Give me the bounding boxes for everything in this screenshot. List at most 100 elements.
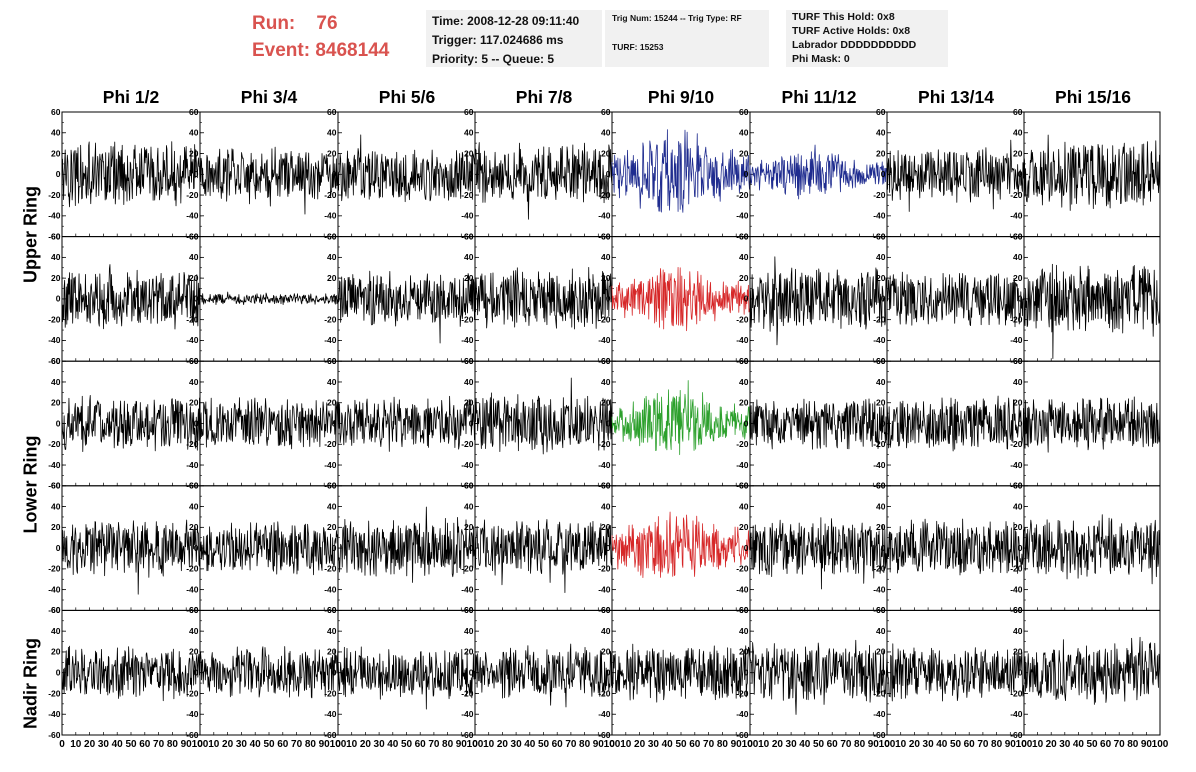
x-tick-label: 100 (467, 739, 484, 750)
y-tick-label: 40 (1013, 377, 1023, 387)
x-tick-label: 0 (1021, 739, 1027, 750)
waveform-trace (611, 511, 751, 579)
y-tick-label: 0 (194, 294, 199, 304)
waveform-trace (886, 139, 1025, 212)
trigger-line: Trigger: 117.024686 ms (432, 33, 564, 47)
y-tick-label: -60 (48, 605, 61, 615)
y-tick-label: 40 (51, 128, 61, 138)
y-tick-label: 20 (327, 273, 337, 283)
y-tick-label: 20 (739, 522, 749, 532)
x-tick-label: 30 (1059, 739, 1071, 750)
y-tick-label: 0 (1018, 418, 1023, 428)
column-title: Phi 11/12 (781, 87, 857, 107)
y-tick-label: 40 (51, 626, 61, 636)
y-tick-label: 0 (56, 169, 61, 179)
y-tick-label: 40 (464, 128, 474, 138)
y-tick-label: 0 (881, 668, 886, 678)
y-tick-label: -40 (461, 460, 474, 470)
x-tick-label: 10 (895, 739, 907, 750)
y-tick-label: 60 (51, 231, 61, 241)
x-tick-label: 30 (236, 739, 248, 750)
event-value: 8468144 (315, 40, 390, 61)
y-tick-label: 0 (744, 418, 749, 428)
x-tick-label: 60 (415, 739, 427, 750)
y-tick-label: -60 (461, 730, 474, 740)
y-tick-label: -60 (48, 231, 61, 241)
y-tick-label: -20 (186, 314, 199, 324)
waveform-trace (337, 395, 476, 452)
x-tick-label: 40 (112, 739, 124, 750)
x-tick-label: 80 (854, 739, 866, 750)
y-tick-label: 0 (332, 294, 337, 304)
x-tick-label: 80 (717, 739, 729, 750)
x-tick-label: 0 (59, 739, 65, 750)
y-tick-label: 60 (51, 107, 61, 117)
y-tick-label: -40 (186, 460, 199, 470)
y-tick-label: -20 (324, 314, 337, 324)
y-tick-label: 20 (876, 647, 886, 657)
x-tick-label: 10 (70, 739, 82, 750)
waveform-trace (1023, 396, 1161, 453)
y-tick-label: 20 (739, 273, 749, 283)
y-tick-label: 20 (464, 148, 474, 158)
x-tick-label: 40 (250, 739, 262, 750)
y-tick-label: 40 (1013, 501, 1023, 511)
y-tick-label: 0 (56, 543, 61, 553)
y-tick-label: 60 (327, 107, 337, 117)
y-tick-label: 20 (601, 398, 611, 408)
x-tick-label: 20 (772, 739, 784, 750)
y-tick-label: -20 (736, 439, 749, 449)
y-tick-label: -20 (598, 314, 611, 324)
x-tick-label: 0 (335, 739, 341, 750)
x-tick-label: 80 (1127, 739, 1139, 750)
y-tick-label: 20 (327, 148, 337, 158)
x-tick-label: 70 (1114, 739, 1126, 750)
y-tick-label: -40 (873, 584, 886, 594)
y-tick-label: -20 (186, 688, 199, 698)
panel-frame (474, 609, 613, 736)
labrador-line: Labrador DDDDDDDDDD (792, 39, 917, 51)
y-tick-label: -40 (48, 335, 61, 345)
y-tick-label: 40 (739, 252, 749, 262)
y-tick-label: 0 (881, 418, 886, 428)
y-tick-label: -20 (873, 564, 886, 574)
y-tick-label: -40 (1010, 709, 1023, 719)
y-tick-label: -40 (1010, 460, 1023, 470)
y-tick-label: -60 (736, 730, 749, 740)
y-tick-label: 60 (876, 605, 886, 615)
y-tick-label: 0 (606, 294, 611, 304)
y-tick-label: 40 (1013, 626, 1023, 636)
y-tick-label: -40 (598, 709, 611, 719)
y-tick-label: 40 (876, 501, 886, 511)
y-tick-label: 0 (469, 668, 474, 678)
waveform-trace (199, 146, 339, 215)
y-tick-label: 60 (327, 356, 337, 366)
y-tick-label: -40 (186, 584, 199, 594)
y-tick-label: 40 (189, 501, 199, 511)
column-title: Phi 5/6 (378, 87, 436, 107)
x-tick-label: 60 (964, 739, 976, 750)
x-tick-label: 0 (197, 739, 203, 750)
y-tick-label: -40 (186, 211, 199, 221)
x-tick-label: 50 (538, 739, 550, 750)
y-tick-label: 20 (464, 398, 474, 408)
y-tick-label: 0 (1018, 294, 1023, 304)
waveform-trace (886, 643, 1025, 702)
